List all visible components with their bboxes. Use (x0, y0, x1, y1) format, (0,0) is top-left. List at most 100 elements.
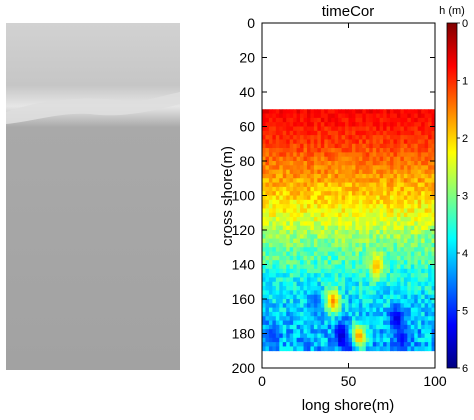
heatmap-cell (310, 290, 315, 296)
heatmap-cell (383, 346, 387, 352)
heatmap-cells (262, 109, 435, 352)
heatmap-cell (414, 156, 419, 162)
heatmap-cell (317, 165, 322, 171)
heatmap-cell (293, 316, 297, 321)
heatmap-cell (300, 286, 304, 291)
heatmap-cell (390, 337, 394, 343)
heatmap-cell (424, 169, 429, 175)
heatmap-cell (428, 113, 432, 119)
heatmap-cell (407, 290, 412, 296)
heatmap-cell (279, 294, 284, 300)
heatmap-cell (393, 156, 398, 162)
heatmap-cell (386, 311, 391, 317)
heatmap-cell (400, 320, 405, 326)
heatmap-cell (334, 130, 339, 136)
heatmap-cell (383, 230, 387, 235)
heatmap-cell (313, 329, 318, 334)
heatmap-cell (369, 251, 374, 257)
heatmap-cell (428, 178, 432, 183)
heatmap-cell (403, 122, 408, 127)
heatmap-cell (327, 135, 332, 140)
heatmap-cell (286, 268, 291, 274)
heatmap-cell (386, 156, 391, 162)
heatmap-cell (317, 268, 322, 274)
heatmap-cell (324, 204, 329, 209)
heatmap-cell (300, 242, 304, 248)
heatmap-cell (268, 217, 273, 222)
heatmap-cell (313, 273, 318, 278)
heatmap-cell (407, 173, 412, 179)
heatmap-cell (376, 281, 381, 287)
heatmap-cell (400, 130, 405, 136)
heatmap-cell (282, 260, 287, 265)
heatmap-cell (362, 277, 367, 283)
heatmap-cell (379, 286, 384, 291)
heatmap-cell (334, 204, 339, 209)
heatmap-cell (417, 178, 422, 183)
heatmap-cell (265, 264, 270, 270)
heatmap-cell (324, 126, 329, 132)
heatmap-cell (313, 113, 318, 119)
heatmap-cell (421, 324, 426, 330)
heatmap-cell (390, 329, 394, 334)
heatmap-cell (376, 238, 381, 244)
heatmap-cell (286, 242, 291, 248)
heatmap-cell (338, 255, 342, 261)
heatmap-cell (348, 316, 353, 321)
heatmap-cell (393, 346, 398, 352)
heatmap-cell (376, 333, 381, 339)
heatmap-cell (303, 225, 308, 231)
heatmap-cell (327, 268, 332, 274)
heatmap-cell (338, 156, 342, 162)
heatmap-cell (365, 113, 370, 119)
heatmap-cell (372, 320, 377, 326)
heatmap-cell (421, 329, 426, 334)
heatmap-cell (303, 320, 308, 326)
heatmap-cell (334, 109, 339, 114)
heatmap-cell (421, 173, 426, 179)
heatmap-cell (317, 208, 322, 214)
heatmap-cell (334, 217, 339, 222)
heatmap-cell (379, 169, 384, 175)
heatmap-cell (303, 117, 308, 123)
heatmap-cell (358, 286, 363, 291)
heatmap-cell (379, 161, 384, 166)
heatmap-cell (293, 346, 297, 352)
heatmap-cell (282, 264, 287, 270)
heatmap-cell (334, 161, 339, 166)
heatmap-cell (403, 186, 408, 192)
heatmap-cell (424, 260, 429, 265)
heatmap-cell (324, 152, 329, 158)
heatmap-cell (327, 311, 332, 317)
heatmap-cell (289, 117, 294, 123)
heatmap-cell (390, 152, 394, 158)
heatmap-cell (417, 182, 422, 188)
heatmap-cell (365, 234, 370, 240)
heatmap-cell (348, 225, 353, 231)
heatmap-cell (331, 268, 336, 274)
heatmap-cell (369, 264, 374, 270)
heatmap-cell (358, 342, 363, 347)
heatmap-cell (365, 117, 370, 123)
heatmap-cell (345, 191, 349, 196)
heatmap-cell (428, 346, 432, 352)
heatmap-cell (379, 324, 384, 330)
heatmap-cell (293, 225, 297, 231)
heatmap-cell (400, 221, 405, 227)
heatmap-cell (338, 139, 342, 145)
heatmap-cell (376, 165, 381, 171)
heatmap-cell (268, 342, 273, 347)
heatmap-cell (275, 294, 280, 300)
heatmap-cell (331, 161, 336, 166)
heatmap-cell (362, 299, 367, 304)
heatmap-cell (393, 109, 398, 114)
heatmap-cell (376, 299, 381, 304)
heatmap-cell (400, 212, 405, 218)
heatmap-cell (400, 208, 405, 214)
heatmap-cell (338, 281, 342, 287)
heatmap-cell (345, 303, 349, 309)
heatmap-cell (407, 255, 412, 261)
heatmap-cell (265, 320, 270, 326)
heatmap-cell (286, 191, 291, 196)
heatmap-cell (407, 247, 412, 252)
